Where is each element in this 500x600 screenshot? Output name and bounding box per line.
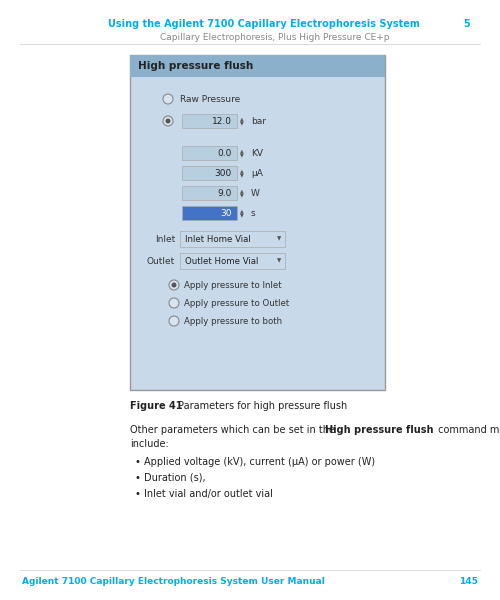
- FancyBboxPatch shape: [180, 253, 285, 269]
- Circle shape: [169, 298, 179, 308]
- Text: Applied voltage (kV), current (μA) or power (W): Applied voltage (kV), current (μA) or po…: [144, 457, 375, 467]
- Text: ▼: ▼: [277, 259, 281, 263]
- Circle shape: [166, 118, 170, 124]
- FancyBboxPatch shape: [130, 55, 385, 390]
- Text: •: •: [135, 473, 141, 483]
- Text: ▼: ▼: [240, 212, 244, 217]
- Text: ▼: ▼: [277, 236, 281, 241]
- Text: Outlet Home Vial: Outlet Home Vial: [185, 257, 258, 265]
- Text: Parameters for high pressure flush: Parameters for high pressure flush: [178, 401, 347, 411]
- Text: Using the Agilent 7100 Capillary Electrophoresis System: Using the Agilent 7100 Capillary Electro…: [108, 19, 420, 29]
- Text: 300: 300: [215, 169, 232, 178]
- Text: ▲: ▲: [240, 148, 244, 154]
- Circle shape: [163, 94, 173, 104]
- Text: ▼: ▼: [240, 173, 244, 178]
- Text: Agilent 7100 Capillary Electrophoresis System User Manual: Agilent 7100 Capillary Electrophoresis S…: [22, 577, 325, 587]
- Text: bar: bar: [251, 116, 266, 125]
- Text: Apply pressure to Outlet: Apply pressure to Outlet: [184, 298, 289, 307]
- Text: 9.0: 9.0: [218, 188, 232, 197]
- Text: s: s: [251, 208, 256, 217]
- Circle shape: [169, 280, 179, 290]
- Circle shape: [169, 316, 179, 326]
- Text: Outlet: Outlet: [147, 257, 175, 265]
- Text: High pressure flush: High pressure flush: [138, 61, 254, 71]
- Text: 12.0: 12.0: [212, 116, 232, 125]
- FancyBboxPatch shape: [130, 55, 385, 77]
- Text: Apply pressure to Inlet: Apply pressure to Inlet: [184, 280, 282, 289]
- Text: W: W: [251, 188, 260, 197]
- FancyBboxPatch shape: [182, 186, 237, 200]
- Text: Inlet vial and/or outlet vial: Inlet vial and/or outlet vial: [144, 489, 273, 499]
- Text: 30: 30: [220, 208, 232, 217]
- Text: ▲: ▲: [240, 208, 244, 214]
- Text: Inlet: Inlet: [155, 235, 175, 244]
- Text: ▲: ▲: [240, 188, 244, 193]
- FancyBboxPatch shape: [182, 146, 237, 160]
- Text: ▲: ▲: [240, 116, 244, 121]
- Text: KV: KV: [251, 148, 263, 157]
- Text: Raw Pressure: Raw Pressure: [180, 94, 240, 103]
- FancyBboxPatch shape: [182, 166, 237, 180]
- Text: High pressure flush: High pressure flush: [325, 425, 434, 435]
- FancyBboxPatch shape: [182, 114, 237, 128]
- Text: Capillary Electrophoresis, Plus High Pressure CE+p: Capillary Electrophoresis, Plus High Pre…: [160, 32, 390, 41]
- Text: include:: include:: [130, 439, 169, 449]
- Circle shape: [163, 116, 173, 126]
- Text: •: •: [135, 457, 141, 467]
- Text: 145: 145: [459, 577, 478, 587]
- Text: ▼: ▼: [240, 121, 244, 125]
- Text: 0.0: 0.0: [218, 148, 232, 157]
- Text: 5: 5: [463, 19, 470, 29]
- Text: Other parameters which can be set in the: Other parameters which can be set in the: [130, 425, 338, 435]
- Text: Apply pressure to both: Apply pressure to both: [184, 317, 282, 325]
- Text: Duration (s),: Duration (s),: [144, 473, 206, 483]
- Text: ▼: ▼: [240, 152, 244, 157]
- FancyBboxPatch shape: [180, 231, 285, 247]
- Text: •: •: [135, 489, 141, 499]
- FancyBboxPatch shape: [182, 206, 237, 220]
- Text: command menu: command menu: [435, 425, 500, 435]
- Text: Figure 41: Figure 41: [130, 401, 182, 411]
- Text: ▼: ▼: [240, 193, 244, 197]
- Text: Inlet Home Vial: Inlet Home Vial: [185, 235, 251, 244]
- Text: μA: μA: [251, 169, 263, 178]
- Text: ▲: ▲: [240, 169, 244, 173]
- Circle shape: [172, 283, 176, 287]
